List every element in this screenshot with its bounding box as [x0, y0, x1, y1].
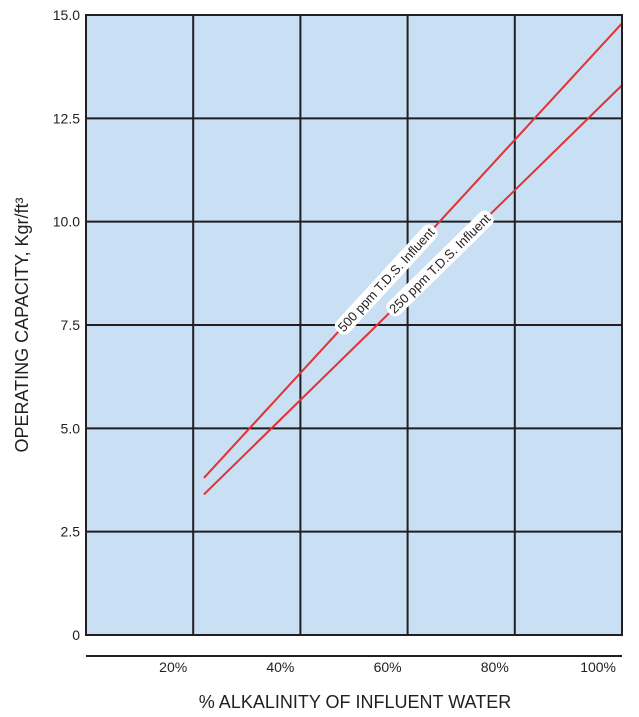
x-tick-label: 40%	[266, 659, 294, 675]
y-tick-label: 12.5	[53, 110, 80, 126]
x-axis-title: % ALKALINITY OF INFLUENT WATER	[199, 692, 511, 712]
series-label-background	[386, 210, 494, 317]
series-label-background	[334, 224, 438, 335]
x-tick-label: 100%	[580, 659, 616, 675]
plot-frame	[85, 14, 623, 636]
x-tick-label: 80%	[481, 659, 509, 675]
x-tick-label: 20%	[159, 659, 187, 675]
y-tick-label: 7.5	[61, 317, 81, 333]
x-tick-label: 60%	[374, 659, 402, 675]
y-tick-label: 10.0	[53, 214, 80, 230]
y-tick-label: 5.0	[61, 420, 81, 436]
y-axis-title: OPERATING CAPACITY, Kgr/ft³	[12, 197, 32, 452]
grid	[86, 15, 622, 635]
y-tick-label: 2.5	[61, 524, 81, 540]
y-tick-labels: 0 2.5 5.0 7.5 10.0 12.5 15.0	[53, 7, 80, 643]
x-tick-labels: 20% 40% 60% 80% 100%	[159, 659, 616, 675]
y-tick-label: 15.0	[53, 7, 80, 23]
y-tick-label: 0	[72, 627, 80, 643]
